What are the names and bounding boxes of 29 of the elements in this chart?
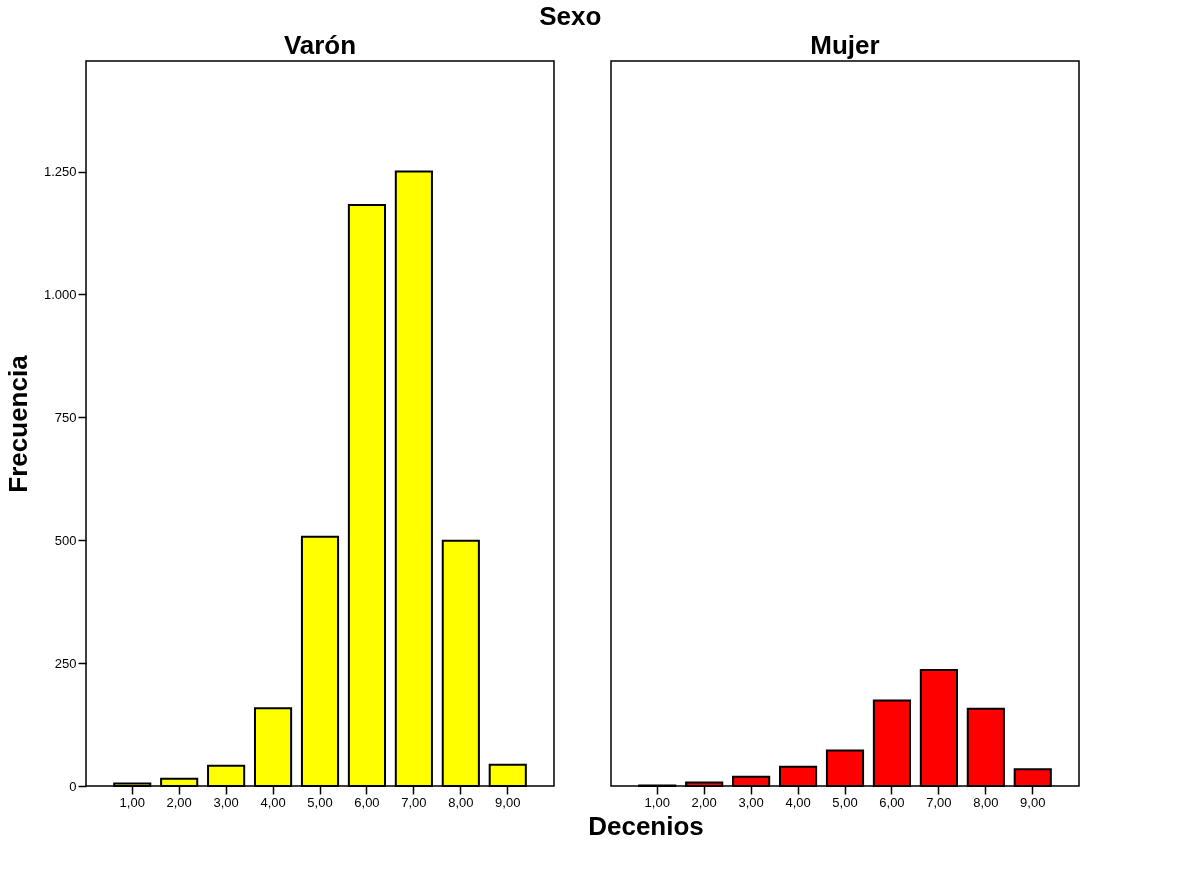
x-tick-label: 2,00 [166, 794, 192, 810]
x-axis-title: Decenios [588, 811, 704, 841]
x-tick-label: 5,00 [832, 794, 858, 810]
x-tick-label: 7,00 [401, 794, 427, 810]
x-tick-label: 3,00 [213, 794, 239, 810]
y-tick-label: 500 [54, 532, 77, 548]
y-tick-label: 1.000 [43, 286, 77, 302]
y-tick-label: 0 [69, 778, 77, 794]
x-tick-label: 6,00 [354, 794, 380, 810]
text: Sexo [539, 1, 602, 32]
x-tick-label: 3,00 [738, 794, 764, 810]
x-tick-label: 1,00 [644, 794, 670, 810]
x-tick-label: 7,00 [926, 794, 952, 810]
x-tick-label: 8,00 [973, 794, 999, 810]
x-tick-label: 2,00 [691, 794, 717, 810]
x-tick-label: 4,00 [785, 794, 811, 810]
x-tick-label: 5,00 [307, 794, 333, 810]
chart-title: Mujer [810, 30, 880, 60]
y-tick-label: 250 [54, 655, 77, 671]
x-tick-label: 1,00 [119, 794, 145, 810]
x-tick-label: 4,00 [260, 794, 286, 810]
x-tick-label: 9,00 [1020, 794, 1046, 810]
x-tick-label: 9,00 [495, 794, 521, 810]
x-tick-label: 6,00 [879, 794, 905, 810]
y-axis-title: Frecuencia [2, 354, 33, 493]
chart-title: Varón [283, 30, 357, 60]
y-tick-label: 1.250 [43, 164, 77, 180]
y-tick-label: 750 [54, 409, 77, 425]
x-tick-label: 8,00 [448, 794, 474, 810]
